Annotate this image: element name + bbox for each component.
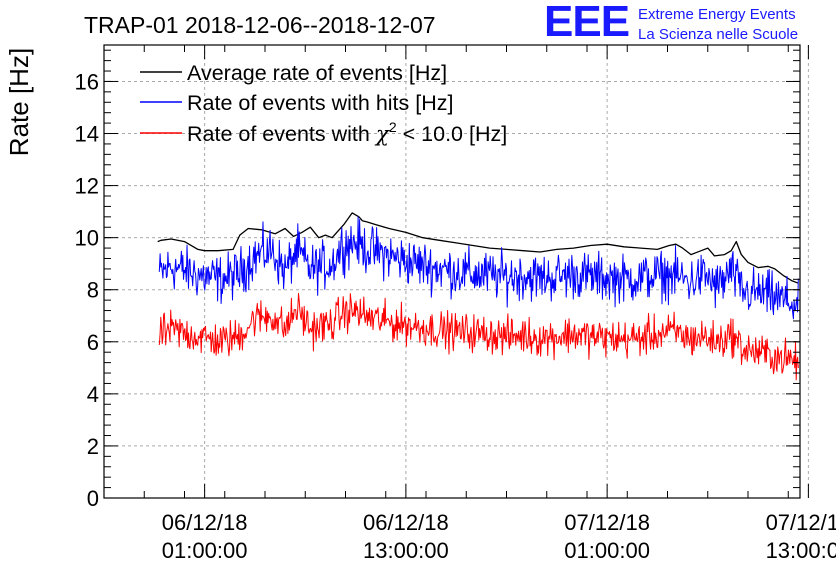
- y-tick-label: 4: [87, 382, 99, 407]
- eee-logo-line2: La Scienza nelle Scuole: [638, 26, 799, 43]
- y-tick-label: 10: [75, 226, 99, 251]
- eee-logo-mark: EEE: [544, 0, 630, 46]
- y-tick-label: 6: [87, 330, 99, 355]
- y-tick-label: 0: [87, 486, 99, 511]
- legend-chi2-suffix: < 10.0 [Hz]: [397, 122, 508, 146]
- y-tick-label: 8: [87, 278, 99, 303]
- x-tick-label-date: 06/12/18: [162, 510, 248, 535]
- y-axis: 0 2 4 6 8 10 12 14 16: [75, 49, 800, 511]
- eee-logo: EEE Extreme Energy Events La Scienza nel…: [544, 0, 832, 46]
- legend: Average rate of events [Hz] Rate of even…: [140, 61, 507, 147]
- x-tick-label-time: 01:00:00: [162, 538, 248, 563]
- y-axis-label: Rate [Hz]: [4, 48, 34, 156]
- legend-chi2-symbol: χ: [374, 122, 391, 147]
- y-tick-label: 12: [75, 174, 99, 199]
- legend-label-chi2: Rate of events with χ2 < 10.0 [Hz]: [187, 119, 507, 147]
- legend-label-average: Average rate of events [Hz]: [187, 61, 447, 85]
- eee-logo-line1: Extreme Energy Events: [638, 6, 796, 23]
- x-tick-label-date: 07/12/18: [564, 510, 650, 535]
- x-tick-label-date: 07/12/18: [766, 510, 836, 535]
- chart-title: TRAP-01 2018-12-06--2018-12-07: [84, 12, 436, 38]
- x-axis: 06/12/18 01:00:00 06/12/18 13:00:00 07/12/18…: [103, 45, 836, 563]
- x-tick-label-time: 13:00:00: [766, 538, 836, 563]
- x-tick-label-time: 13:00:00: [363, 538, 449, 563]
- y-tick-label: 14: [75, 122, 99, 147]
- y-tick-label: 2: [87, 434, 99, 459]
- legend-label-hits: Rate of events with hits [Hz]: [187, 91, 453, 115]
- x-tick-label-time: 01:00:00: [564, 538, 650, 563]
- legend-chi2-prefix: Rate of events with: [187, 122, 376, 146]
- y-tick-label: 16: [75, 69, 99, 94]
- plot-frame: [103, 44, 801, 499]
- x-tick-label-date: 06/12/18: [363, 510, 449, 535]
- series-line-1: [158, 216, 799, 320]
- series-line-0: [157, 212, 799, 284]
- legend-chi2-exponent: 2: [389, 119, 397, 135]
- series-layer: [157, 212, 799, 381]
- series-line-2: [158, 292, 799, 381]
